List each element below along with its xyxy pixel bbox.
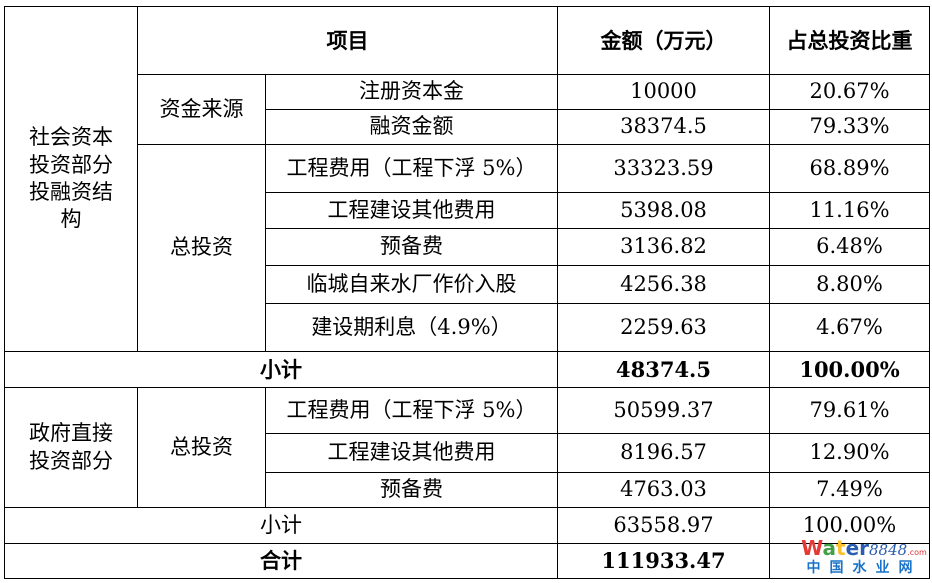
row-amount: 3136.82 — [557, 228, 770, 266]
row-name: 注册资本金 — [265, 74, 558, 110]
row-ratio: 4.67% — [769, 303, 930, 352]
row-amount: 50599.37 — [557, 387, 770, 434]
row-amount: 8196.57 — [557, 433, 770, 473]
row-ratio: 20.67% — [769, 74, 930, 110]
subtotal-ratio: 100.00% — [769, 351, 930, 388]
row-amount: 5398.08 — [557, 192, 770, 229]
table-row: 工程建设其他费用 8196.57 12.90% — [5, 433, 930, 473]
table-row: 融资金额 38374.5 79.33% — [5, 109, 930, 145]
subtotal-label: 小计 — [4, 507, 558, 544]
row-amount: 10000 — [557, 74, 770, 110]
row-name: 工程建设其他费用 — [265, 192, 558, 229]
row-ratio: 79.33% — [769, 109, 930, 145]
watermark-letter: a — [822, 536, 837, 560]
header-ratio: 占总投资比重 — [769, 6, 930, 75]
row-ratio: 6.48% — [769, 228, 930, 266]
row-name: 融资金额 — [265, 109, 558, 145]
watermark-logo-text: Water — [801, 536, 869, 560]
table-row: 总投资 工程费用（工程下浮 5%） 33323.59 68.89% — [5, 144, 930, 352]
table-row: 建设期利息（4.9%） 2259.63 4.67% — [5, 303, 930, 352]
subtotal-amount: 48374.5 — [557, 351, 770, 388]
row-name: 工程建设其他费用 — [265, 433, 558, 473]
row-ratio: 7.49% — [769, 472, 930, 508]
header-item: 项目 — [137, 6, 558, 75]
watermark-logo: Water8848.com 中国水业网 — [800, 538, 928, 575]
row-ratio: 8.80% — [769, 265, 930, 304]
subtotal-label: 小计 — [4, 351, 558, 388]
invest-label: 总投资 — [137, 144, 266, 352]
social-subtotal-row: 小计 48374.5 100.00% — [4, 351, 930, 388]
watermark-letter: e — [845, 536, 860, 560]
row-ratio: 12.90% — [769, 433, 930, 473]
gov-invest-label: 总投资 — [137, 387, 266, 508]
total-amount: 111933.47 — [557, 543, 770, 579]
total-label: 合计 — [4, 543, 558, 579]
row-name: 临城自来水厂作价入股 — [265, 265, 558, 304]
row-name: 工程费用（工程下浮 5%） — [265, 144, 558, 193]
watermark-letter: r — [859, 536, 870, 560]
watermark-number: 8848 — [869, 541, 908, 559]
header-amount: 金额（万元） — [557, 6, 770, 75]
table-row: 资金来源 注册资本金 10000 20.67% — [5, 74, 930, 145]
table-row: 临城自来水厂作价入股 4256.38 8.80% — [5, 265, 930, 304]
row-name: 预备费 — [265, 228, 558, 266]
total-row: 合计 111933.47 — [4, 543, 930, 579]
subtotal-amount: 63558.97 — [557, 507, 770, 544]
subtotal-ratio: 100.00% — [769, 507, 930, 544]
total-ratio — [769, 543, 930, 579]
watermark-chinese: 中国水业网 — [806, 560, 922, 576]
watermark-letter: W — [801, 536, 823, 560]
investment-table: 社会资本投资部分投融资结构 项目 金额（万元） 占总投资比重 资金来源 注册资本… — [4, 6, 930, 579]
row-name: 预备费 — [265, 472, 558, 508]
row-ratio: 68.89% — [769, 144, 930, 193]
header-row: 社会资本投资部分投融资结构 项目 金额（万元） 占总投资比重 — [4, 6, 930, 352]
table-row: 政府直接投资部分 总投资 工程费用（工程下浮 5%） 50599.37 79.6… — [4, 387, 930, 508]
watermark-com: .com — [907, 548, 927, 557]
row-amount: 4256.38 — [557, 265, 770, 304]
row-ratio: 79.61% — [769, 387, 930, 434]
row-name: 建设期利息（4.9%） — [265, 303, 558, 352]
gov-subtotal-row: 小计 63558.97 100.00% — [4, 507, 930, 544]
gov-label: 政府直接投资部分 — [4, 387, 138, 508]
watermark-letter: t — [836, 536, 846, 560]
row-ratio: 11.16% — [769, 192, 930, 229]
social-capital-label: 社会资本投资部分投融资结构 — [4, 6, 138, 352]
row-amount: 33323.59 — [557, 144, 770, 193]
row-amount: 38374.5 — [557, 109, 770, 145]
table-row: 预备费 4763.03 7.49% — [5, 472, 930, 508]
row-amount: 2259.63 — [557, 303, 770, 352]
sources-label: 资金来源 — [137, 74, 266, 145]
row-name: 工程费用（工程下浮 5%） — [265, 387, 558, 434]
row-amount: 4763.03 — [557, 472, 770, 508]
